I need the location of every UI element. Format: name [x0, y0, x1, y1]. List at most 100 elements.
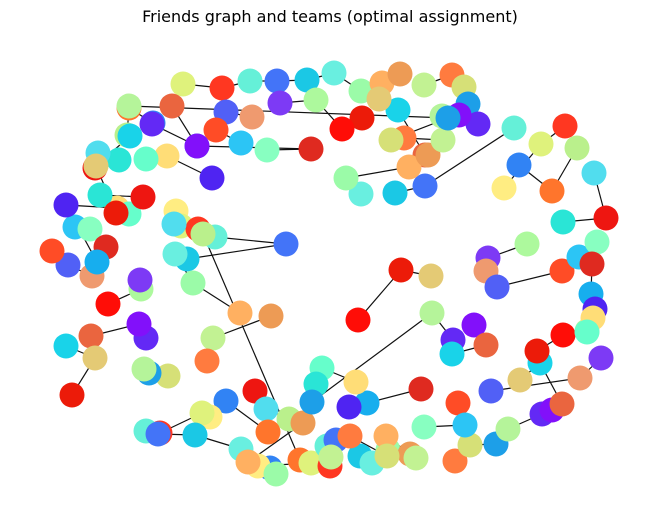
graph-node — [461, 312, 487, 338]
graph-node — [84, 249, 110, 275]
graph-node — [403, 445, 429, 471]
graph-node — [242, 378, 268, 404]
graph-node — [103, 200, 129, 226]
graph-node — [170, 71, 196, 97]
graph-node — [126, 311, 152, 337]
graph-node — [189, 400, 215, 426]
graph-node — [318, 444, 344, 470]
graph-node — [574, 319, 600, 345]
graph-node — [378, 127, 404, 153]
graph-node — [579, 251, 605, 277]
graph-node — [180, 270, 206, 296]
graph-node — [588, 345, 614, 371]
graph-node — [593, 205, 619, 231]
graph-node — [549, 258, 575, 284]
graph-node — [106, 147, 132, 173]
graph-node — [145, 421, 171, 447]
graph-node — [159, 93, 185, 119]
graph-node — [457, 432, 483, 458]
graph-node — [190, 221, 216, 247]
graph-node — [550, 209, 576, 235]
graph-node — [59, 382, 85, 408]
graph-node — [507, 367, 533, 393]
graph-node — [348, 181, 374, 207]
graph-node — [235, 449, 261, 475]
graph-node — [345, 307, 371, 333]
graph-node — [162, 241, 188, 267]
graph-node — [299, 389, 325, 415]
graph-node — [239, 104, 265, 130]
graph-node — [199, 165, 225, 191]
graph-node — [255, 419, 281, 445]
graph-node — [539, 178, 565, 204]
graph-node — [127, 267, 153, 293]
graph-node — [321, 60, 347, 86]
graph-node — [267, 90, 293, 116]
graph-node — [349, 105, 375, 131]
graph-node — [213, 388, 239, 414]
graph-node — [133, 146, 159, 172]
graph-node — [77, 216, 103, 242]
graph-node — [343, 369, 369, 395]
graph-node — [203, 117, 229, 143]
graph-node — [374, 443, 400, 469]
graph-node — [528, 131, 554, 157]
graph-edge — [424, 127, 515, 187]
graph-edge — [196, 145, 312, 150]
graph-node — [439, 341, 465, 367]
graph-node — [264, 68, 290, 94]
graph-node — [506, 152, 532, 178]
graph-node — [258, 303, 284, 329]
graph-node — [87, 182, 113, 208]
graph-edge — [490, 377, 581, 392]
graph-node — [495, 416, 521, 442]
graph-node — [524, 338, 550, 364]
graph-node — [382, 180, 408, 206]
graph-node — [473, 332, 499, 358]
graph-node — [387, 61, 413, 87]
graph-node — [385, 97, 411, 123]
graph-node — [491, 175, 517, 201]
graph-node — [329, 116, 355, 142]
graph-node — [290, 410, 316, 436]
graph-node — [117, 123, 143, 149]
graph-node — [584, 229, 610, 255]
graph-node — [567, 365, 593, 391]
graph-node — [501, 115, 527, 141]
graph-node — [161, 211, 187, 237]
graph-node — [333, 165, 359, 191]
graph-edge — [186, 243, 287, 260]
graph-node — [550, 322, 576, 348]
graph-node — [298, 450, 324, 476]
graph-node — [184, 133, 210, 159]
graph-node — [95, 291, 121, 317]
graph-node — [408, 376, 434, 402]
graph-node — [418, 263, 444, 289]
graph-node — [39, 238, 65, 264]
graph-edge — [311, 312, 433, 403]
graph-node — [412, 173, 438, 199]
graph-node — [139, 111, 165, 137]
graph-node — [228, 130, 254, 156]
graph-node — [465, 111, 491, 137]
graph-node — [396, 154, 422, 180]
graph-node — [254, 137, 280, 163]
graph-node — [373, 423, 399, 449]
graph-node — [83, 153, 109, 179]
graph-node — [337, 423, 363, 449]
graph-node — [411, 72, 437, 98]
graph-node — [200, 325, 226, 351]
graph-node — [445, 390, 471, 416]
nodes — [39, 60, 619, 487]
graph-node — [484, 274, 510, 300]
graph-node — [237, 68, 263, 94]
graph-node — [366, 86, 392, 112]
graph-node — [53, 192, 79, 218]
graph-node — [303, 87, 329, 113]
graph-node — [549, 391, 575, 417]
graph-node — [452, 412, 478, 438]
graph-node — [154, 143, 180, 169]
graph-node — [514, 231, 540, 257]
graph-node — [78, 323, 104, 349]
